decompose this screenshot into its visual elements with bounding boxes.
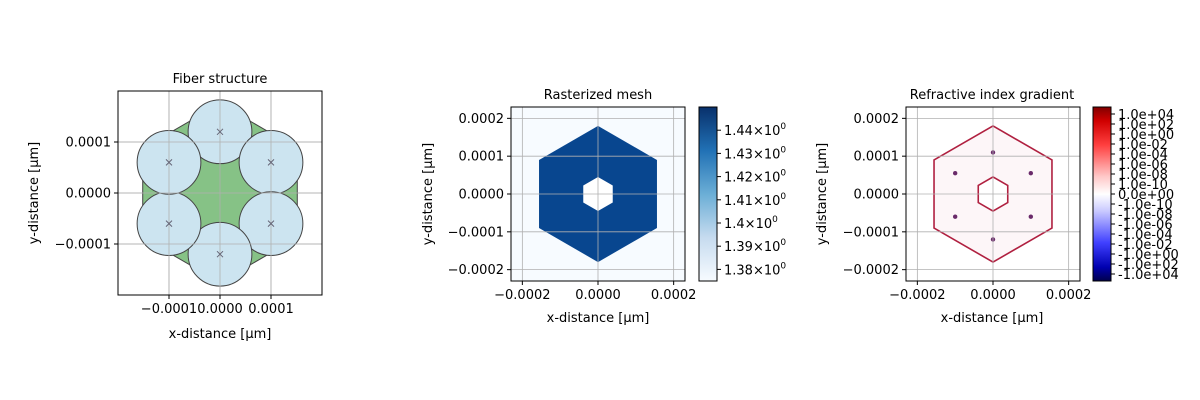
gradient-dot-2: [1028, 214, 1034, 219]
panel-rasterized-mesh: Rasterized mesh −0.0002 0.0000 0.0002 −0.0…: [421, 88, 786, 326]
colorbar-tick-label-8: 0.0e+00: [1118, 188, 1174, 203]
panel-2-x-ticks: −0.0002 0.0000 0.0002: [494, 281, 696, 303]
colorbar-tick-label-10: -1.0e-08: [1118, 208, 1173, 223]
gradient-dot-5: [952, 170, 958, 176]
panel-2-colorbar-ticks: 1.44×100 1.43×100 1.42×100 1.41×100 1.4×100 1…: [717, 122, 786, 278]
colorbar-tick-label-1: 1.0e+02: [1118, 118, 1174, 133]
panel-1-content: [118, 91, 322, 295]
panel-1-x-axis-label: x-distance [μm]: [169, 327, 272, 342]
panel-2-y-ticks: −0.0002 −0.0001 0.0000 0.0001 0.0002: [448, 112, 511, 278]
y-tick-label-2: 0.0000: [459, 188, 505, 203]
panel-3-x-ticks: −0.0002 0.0000 0.0002: [889, 281, 1091, 303]
colorbar-tick-label-7: 1.0e-10: [1118, 178, 1168, 193]
panel-2-grid: [511, 107, 685, 281]
x-tick-label-1: 0.0000: [575, 288, 621, 303]
x-tick-label-1: 0.0000: [197, 302, 243, 317]
colorbar-tick-label-12: -1.0e-04: [1118, 228, 1173, 243]
colorbar-tick-label-16: -1.0e+04: [1118, 268, 1179, 283]
colorbar-tick-label-2: 1.0e+00: [1118, 128, 1174, 143]
panel-fiber-structure: Fiber structure −0.0001 0.0000 0.0001 −0.0…: [27, 72, 323, 342]
y-tick-label-2: 0.0000: [854, 188, 900, 203]
y-tick-label-3: 0.0001: [854, 150, 900, 165]
panel-2-colorbar: [698, 106, 718, 282]
y-tick-label-0: −0.0002: [448, 263, 504, 278]
colorbar-tick-label-0: 1.44×100: [724, 122, 786, 139]
colorbar-tick-label-0: 1.0e+04: [1118, 108, 1174, 123]
panel-1-y-axis-label: y-distance [μm]: [27, 142, 42, 244]
colorbar-tick-label-3: 1.0e-02: [1118, 138, 1168, 153]
x-tick-label-2: 0.0002: [1046, 288, 1092, 303]
x-tick-label-2: 0.0001: [248, 302, 294, 317]
colorbar-tick-label-4: 1.4×100: [724, 215, 778, 232]
panel-2-y-axis-label: y-distance [μm]: [421, 143, 436, 245]
panel-3-y-axis-label: y-distance [μm]: [815, 143, 830, 245]
gradient-dot-4: [952, 214, 958, 219]
x-tick-label-0: −0.0002: [494, 288, 550, 303]
colorbar-tick-label-13: -1.0e-02: [1118, 238, 1173, 253]
y-tick-label-1: −0.0001: [448, 225, 504, 240]
hole-center-marker-5: [165, 159, 173, 166]
colorbar-tick-label-15: -1.0e+02: [1118, 258, 1179, 273]
panel-1-title: Fiber structure: [173, 72, 268, 87]
hole-center-marker-4: [165, 220, 173, 227]
panel-3-x-axis-label: x-distance [μm]: [941, 311, 1044, 326]
panel-3-y-ticks: −0.0002 −0.0001 0.0000 0.0001 0.0002: [843, 112, 906, 278]
colorbar-tick-label-14: -1.0e+00: [1118, 248, 1179, 263]
colorbar-tick-label-9: -1.0e-10: [1118, 198, 1173, 213]
y-tick-label-0: −0.0001: [55, 238, 111, 253]
y-tick-label-0: −0.0002: [843, 263, 899, 278]
y-tick-label-4: 0.0002: [459, 112, 505, 127]
colorbar-tick-label-11: -1.0e-06: [1118, 218, 1173, 233]
colorbar-tick-label-5: 1.0e-06: [1118, 158, 1168, 173]
y-tick-label-1: −0.0001: [843, 225, 899, 240]
colorbar-tick-label-1: 1.43×100: [724, 145, 786, 162]
y-tick-label-3: 0.0001: [459, 150, 505, 165]
panel-2-x-axis-label: x-distance [μm]: [547, 311, 650, 326]
hole-center-marker-2: [267, 220, 275, 227]
colorbar-tick-label-2: 1.42×100: [724, 169, 786, 186]
gradient-dot-1: [1028, 170, 1034, 176]
x-tick-label-2: 0.0002: [651, 288, 697, 303]
y-tick-label-1: 0.0000: [66, 187, 112, 202]
panel-1-y-ticks: −0.0001 0.0000 0.0001: [55, 136, 118, 253]
colorbar-tick-label-5: 1.39×100: [724, 238, 786, 255]
colorbar-tick-label-3: 1.41×100: [724, 192, 786, 209]
hole-center-marker-0: [216, 128, 224, 136]
panel-3-colorbar: [1092, 106, 1112, 282]
panel-3-title: Refractive index gradient: [910, 88, 1074, 103]
colorbar-tick-label-6: 1.0e-08: [1118, 168, 1168, 183]
y-tick-label-4: 0.0002: [854, 112, 900, 127]
panel-refractive-index-gradient: Refractive index gradient −0.0002 0.0000 0…: [815, 88, 1179, 326]
x-tick-label-1: 0.0000: [970, 288, 1016, 303]
hole-center-marker-1: [267, 159, 275, 166]
panel-2-title: Rasterized mesh: [544, 88, 652, 103]
x-tick-label-0: −0.0002: [889, 288, 945, 303]
panel-3-colorbar-ticks: 1.0e+041.0e+021.0e+001.0e-021.0e-041.0e-…: [1111, 108, 1179, 283]
x-tick-label-0: −0.0001: [141, 302, 197, 317]
colorbar-tick-label-4: 1.0e-04: [1118, 148, 1168, 163]
y-tick-label-2: 0.0001: [66, 136, 112, 151]
panel-3-grid: [906, 107, 1080, 281]
panel-1-x-ticks: −0.0001 0.0000 0.0001: [141, 295, 294, 317]
colorbar-tick-label-6: 1.38×100: [724, 261, 786, 278]
hole-center-marker-3: [216, 250, 224, 258]
